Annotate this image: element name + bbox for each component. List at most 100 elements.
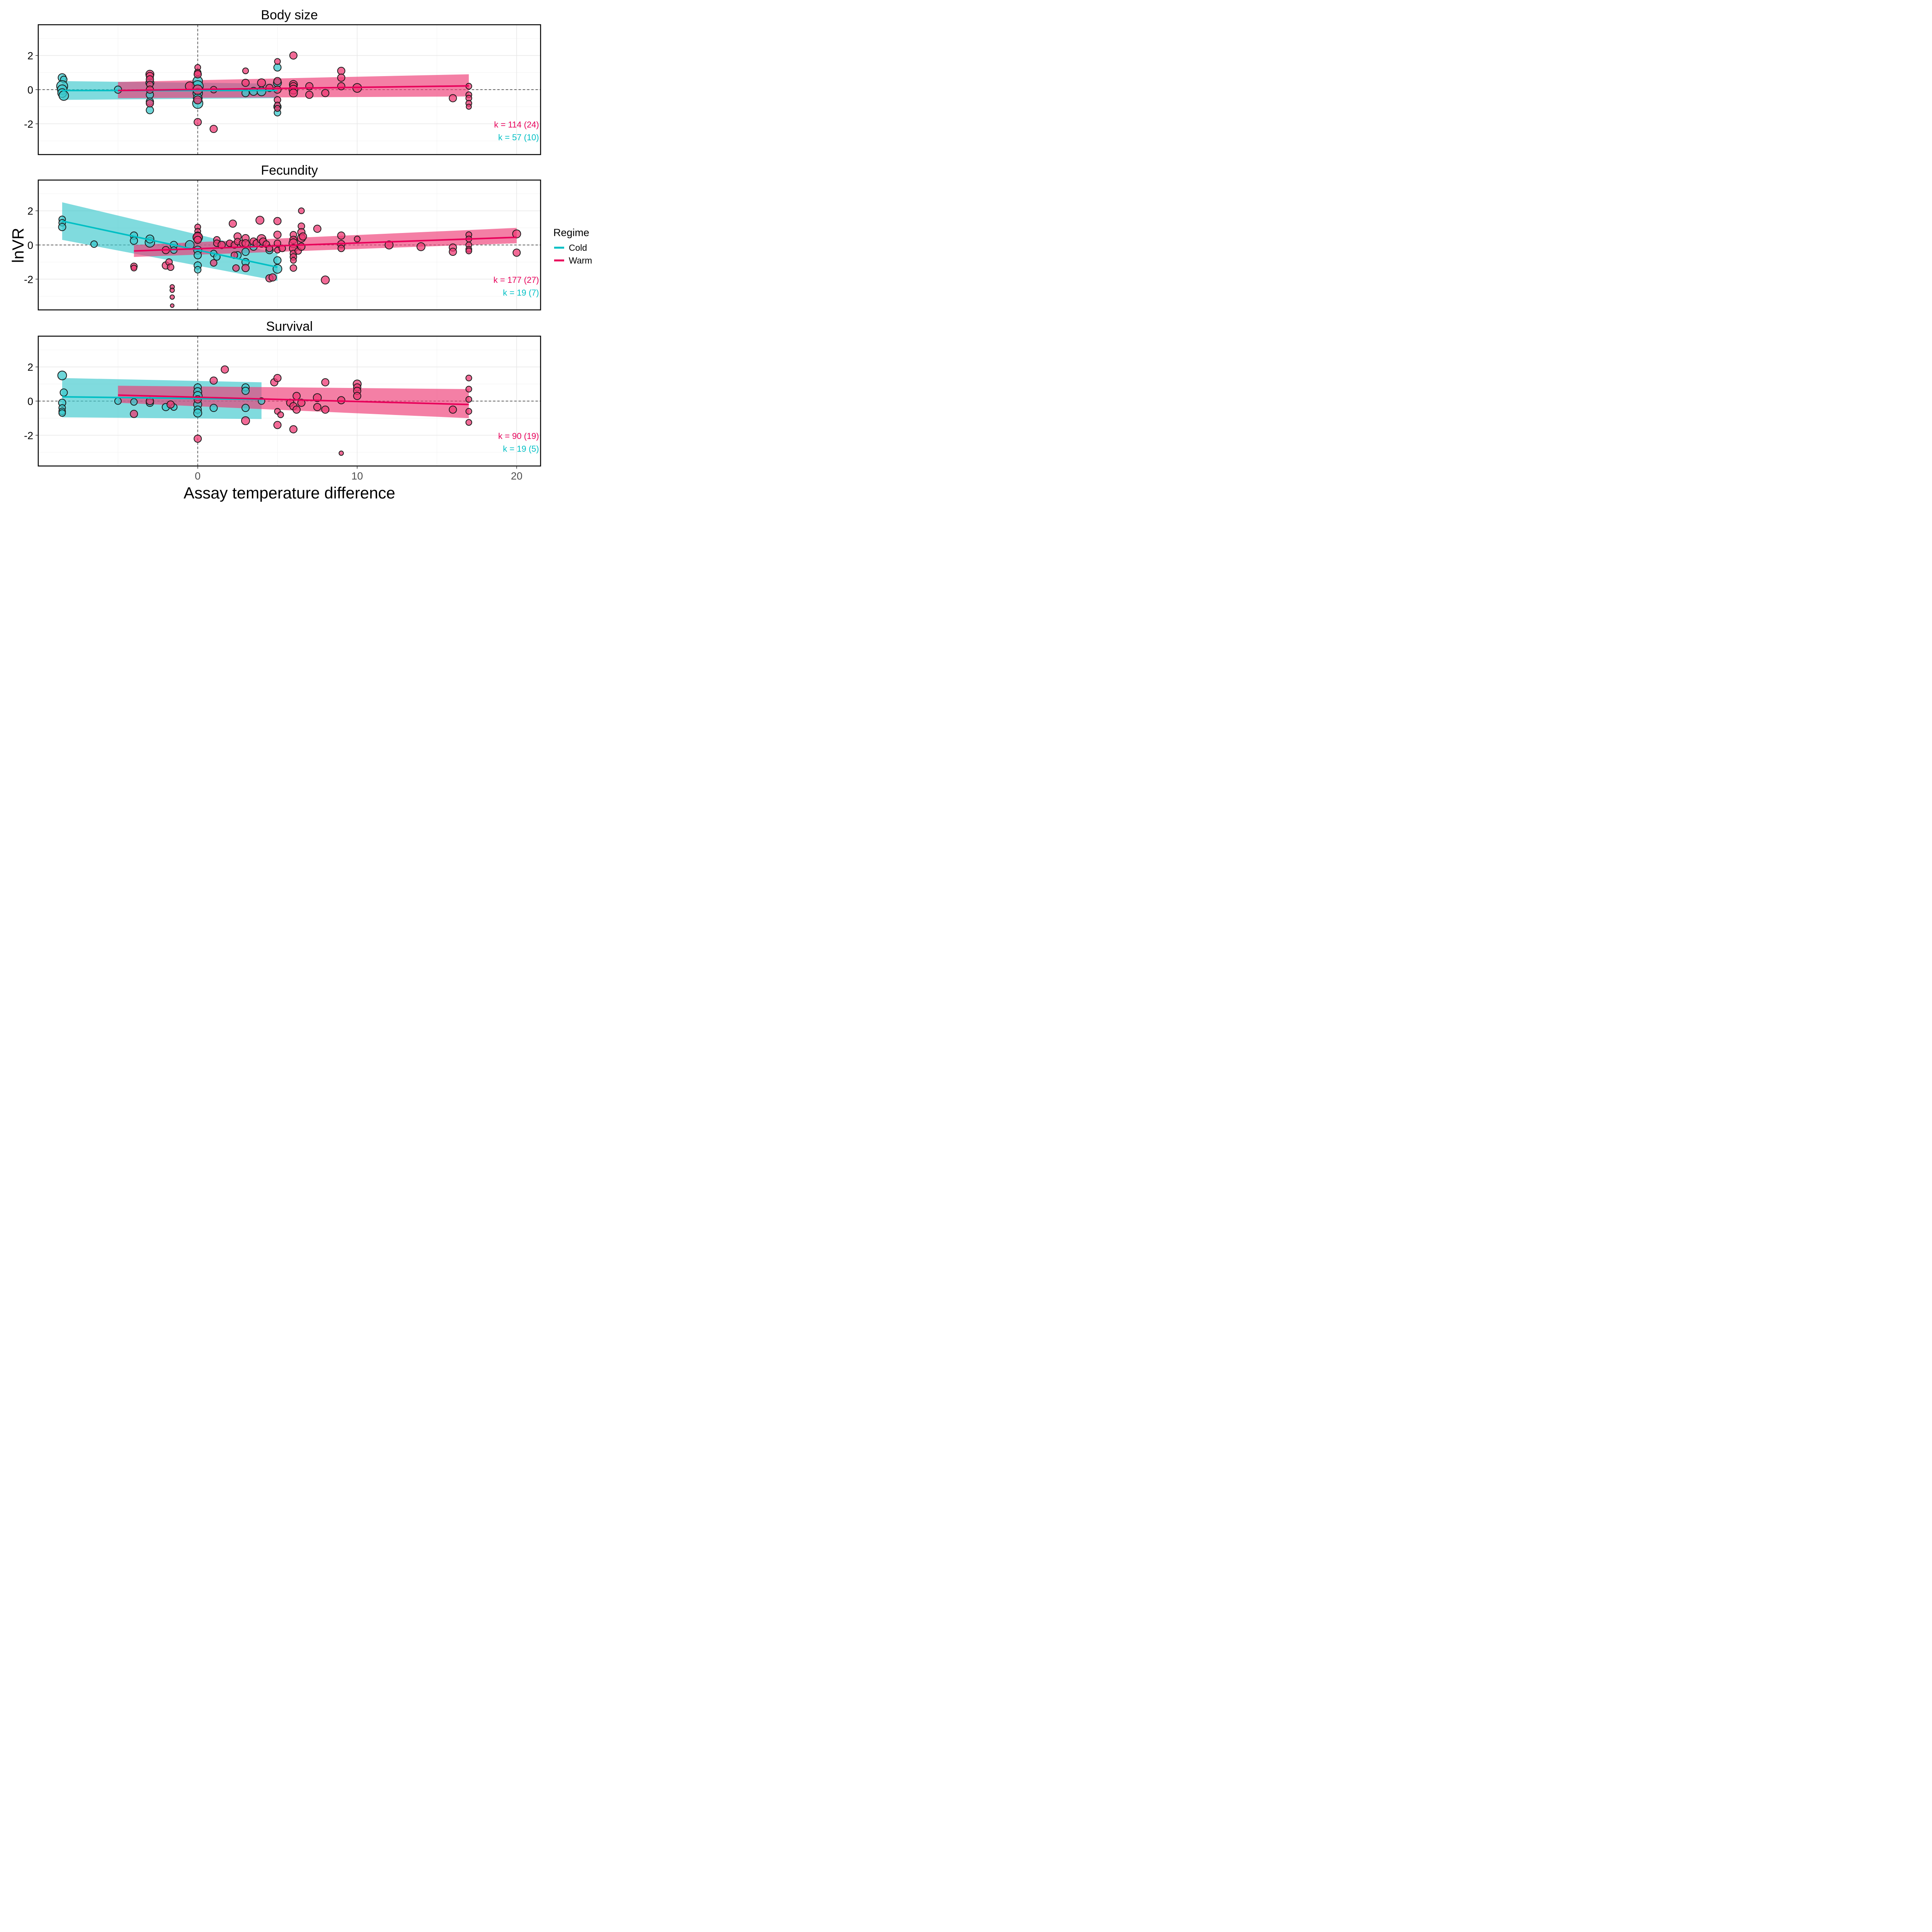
data-point-cold — [58, 409, 66, 417]
data-point-warm — [337, 396, 345, 405]
data-point-warm — [257, 78, 266, 87]
data-point-warm — [242, 78, 250, 87]
data-point-warm — [255, 216, 265, 225]
data-point-cold — [193, 408, 202, 418]
data-point-cold — [146, 106, 154, 114]
data-point-cold — [90, 240, 98, 248]
panel-title: Survival — [266, 319, 313, 334]
data-point-warm — [465, 247, 472, 255]
data-point-warm — [146, 99, 154, 107]
k-count-warm: k = 114 (24) — [494, 120, 539, 129]
y-tick-label: -2 — [24, 430, 33, 441]
x-tick-label: 0 — [195, 470, 201, 482]
data-point-warm — [338, 451, 344, 456]
confidence-band-cold — [62, 202, 278, 281]
data-point-warm — [305, 90, 314, 99]
legend-label-cold: Cold — [569, 243, 587, 253]
x-tick-label: 10 — [351, 470, 363, 482]
panel-title: Body size — [261, 8, 318, 22]
y-tick-label: -2 — [24, 274, 33, 285]
data-point-warm — [313, 403, 321, 411]
confidence-band-warm — [134, 228, 517, 257]
data-point-warm — [209, 125, 218, 133]
data-point-cold — [273, 256, 282, 265]
data-point-warm — [167, 263, 175, 271]
data-point-warm — [299, 232, 307, 241]
data-point-warm — [169, 294, 175, 300]
data-point-warm — [289, 88, 298, 98]
data-point-warm — [354, 235, 361, 243]
data-point-cold — [58, 90, 69, 101]
data-point-cold — [194, 266, 202, 274]
data-point-cold — [209, 404, 218, 412]
data-point-warm — [449, 94, 457, 102]
data-point-warm — [274, 105, 281, 112]
data-point-warm — [218, 241, 226, 249]
data-point-warm — [131, 265, 138, 272]
data-point-warm — [293, 392, 301, 400]
data-point-cold — [194, 251, 202, 260]
data-point-cold — [242, 404, 250, 412]
data-point-warm — [210, 259, 218, 267]
data-point-warm — [337, 231, 345, 240]
data-point-warm — [194, 236, 202, 244]
data-point-warm — [273, 85, 282, 94]
data-point-warm — [273, 374, 282, 382]
data-point-warm — [353, 392, 361, 400]
k-count-cold: k = 57 (10) — [498, 133, 539, 142]
data-point-warm — [273, 217, 282, 225]
data-point-warm — [289, 51, 298, 60]
data-point-warm — [321, 276, 330, 285]
data-point-warm — [298, 207, 305, 214]
data-point-warm — [169, 287, 175, 293]
x-tick-label: 20 — [511, 470, 522, 482]
y-tick-label: 0 — [27, 396, 33, 407]
data-point-warm — [337, 66, 345, 75]
legend: Regime Cold Warm — [553, 227, 592, 265]
data-point-warm — [274, 58, 281, 65]
data-point-warm — [289, 264, 297, 272]
data-point-warm — [290, 257, 297, 264]
data-point-warm — [273, 230, 282, 239]
data-point-cold — [273, 63, 282, 72]
data-point-warm — [293, 405, 301, 414]
k-count-cold: k = 19 (5) — [503, 444, 539, 454]
data-point-warm — [449, 248, 457, 256]
k-count-cold: k = 19 (7) — [503, 288, 539, 298]
data-point-warm — [465, 374, 472, 381]
data-point-warm — [465, 386, 472, 393]
legend-title: Regime — [553, 227, 589, 238]
panel-1: Fecundity -2 0 2 k = 177 (27) k = 19 (7) — [24, 163, 541, 311]
data-point-warm — [512, 248, 521, 257]
panel-0: Body size -2 0 2 k = 114 (24) k = 57 (10) — [24, 8, 541, 155]
data-point-warm — [273, 77, 282, 85]
y-tick-label: 2 — [27, 362, 33, 373]
panel-plot-area — [58, 202, 521, 308]
data-point-cold — [242, 386, 250, 395]
fit-line-cold — [62, 396, 262, 400]
legend-label-warm: Warm — [569, 255, 592, 265]
data-point-cold — [242, 248, 250, 256]
k-count-warm: k = 90 (19) — [498, 431, 539, 441]
data-point-warm — [269, 273, 277, 282]
fit-line-cold — [62, 220, 278, 268]
y-tick-label: 2 — [27, 206, 33, 217]
data-point-warm — [241, 416, 250, 425]
data-point-warm — [337, 73, 345, 82]
y-tick-label: 0 — [27, 240, 33, 251]
data-point-warm — [194, 70, 202, 78]
data-point-warm — [337, 245, 345, 252]
data-point-warm — [313, 224, 321, 233]
k-count-warm: k = 177 (27) — [493, 275, 539, 285]
y-tick-label: 0 — [27, 84, 33, 96]
y-tick-label: 2 — [27, 50, 33, 62]
data-point-warm — [228, 219, 237, 228]
data-point-warm — [209, 376, 218, 385]
data-point-warm — [167, 400, 175, 409]
data-point-warm — [242, 67, 249, 74]
y-axis-title: lnVR — [9, 228, 27, 263]
data-point-warm — [417, 242, 425, 251]
panel-title: Fecundity — [261, 163, 318, 178]
fit-line-warm — [118, 85, 469, 92]
chart-panels: Body size -2 0 2 k = 114 (24) k = 57 (10) Fecu… — [24, 8, 541, 482]
